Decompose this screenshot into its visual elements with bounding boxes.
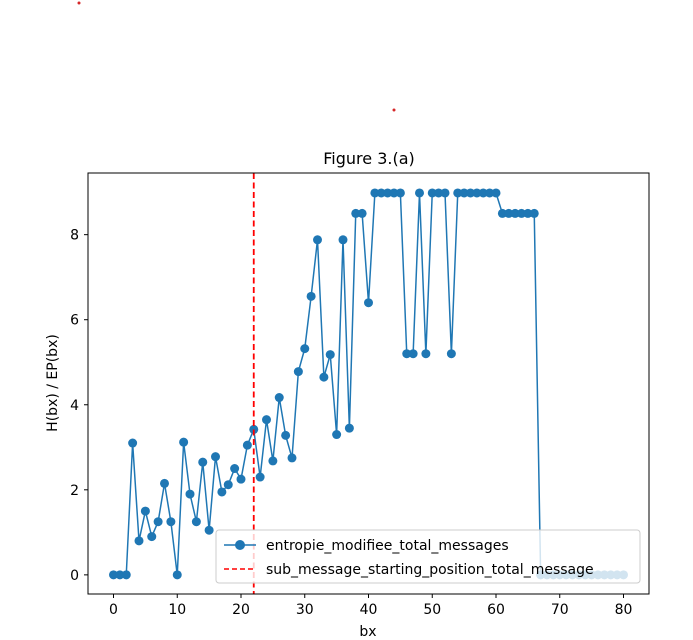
data-point: [504, 208, 514, 218]
y-tick-label: 4: [70, 398, 79, 414]
data-point: [211, 452, 220, 462]
x-tick-label: 20: [232, 602, 250, 618]
y-tick-label: 6: [70, 313, 79, 329]
data-point: [306, 291, 316, 301]
data-point: [153, 517, 163, 527]
data-point: [268, 456, 278, 466]
data-point: [389, 188, 399, 198]
data-point: [517, 208, 526, 218]
data-point: [204, 525, 214, 535]
data-point: [300, 344, 310, 354]
data-point: [230, 464, 240, 474]
data-point: [383, 188, 393, 198]
data-point: [497, 208, 507, 218]
data-point: [115, 570, 125, 580]
data-point: [466, 188, 475, 198]
y-tick-label: 8: [70, 228, 79, 244]
data-point: [325, 350, 335, 360]
data-point: [128, 438, 138, 448]
data-point: [198, 457, 208, 467]
data-point: [281, 430, 291, 440]
data-point: [370, 188, 380, 198]
data-point: [255, 472, 265, 482]
data-point: [523, 208, 533, 218]
data-point: [140, 506, 150, 516]
data-point: [179, 437, 189, 447]
data-point: [121, 570, 131, 580]
data-point: [357, 208, 367, 218]
data-point: [185, 489, 195, 499]
data-point: [172, 570, 182, 580]
stray-dot: [392, 108, 396, 112]
data-point: [262, 415, 271, 425]
x-tick-label: 40: [360, 602, 378, 618]
data-point: [364, 298, 373, 308]
data-point: [453, 188, 463, 198]
data-point: [395, 188, 405, 198]
legend-marker-entropie: [235, 540, 245, 550]
data-point: [421, 349, 431, 359]
data-point: [510, 208, 520, 218]
data-point: [166, 517, 176, 527]
stray-dot: [77, 1, 81, 5]
data-point: [313, 235, 322, 245]
x-tick-label: 80: [615, 602, 633, 618]
data-point: [478, 188, 488, 198]
x-tick-label: 0: [109, 602, 118, 618]
data-point: [249, 424, 259, 434]
y-tick-label: 0: [70, 568, 79, 584]
data-point: [293, 367, 303, 377]
legend-label-entropie: entropie_modifiee_total_messages: [266, 538, 509, 554]
data-point: [415, 188, 424, 198]
x-tick-label: 50: [423, 602, 441, 618]
data-point: [217, 487, 227, 497]
data-point: [236, 474, 246, 484]
data-point: [427, 188, 437, 198]
x-tick-label: 60: [487, 602, 505, 618]
y-tick-label: 2: [70, 483, 79, 499]
data-point: [485, 188, 495, 198]
data-point: [434, 188, 444, 198]
data-point: [491, 188, 501, 198]
data-point: [402, 349, 412, 359]
x-axis-label: bx: [359, 624, 376, 640]
series-line: [113, 192, 624, 576]
data-point: [338, 235, 348, 245]
data-point: [459, 188, 469, 198]
data-point: [319, 372, 329, 382]
legend: entropie_modifiee_total_messages sub_mes…: [215, 529, 641, 584]
data-point: [147, 532, 157, 542]
legend-box: [215, 529, 641, 584]
data-point: [242, 440, 252, 450]
data-point: [109, 570, 118, 580]
data-point: [134, 536, 144, 546]
data-point: [351, 208, 361, 218]
y-axis-label: H(bx) / EP(bx): [45, 334, 61, 432]
legend-label-sub-message: sub_message_starting_position_total_mess…: [266, 562, 594, 578]
data-point: [446, 349, 456, 359]
data-point: [472, 188, 482, 198]
data-point: [440, 188, 450, 198]
chart-title: Figure 3.(a): [323, 149, 415, 168]
data-point: [332, 430, 342, 440]
x-tick-label: 70: [551, 602, 569, 618]
data-point: [274, 393, 284, 403]
x-tick-label: 10: [168, 602, 186, 618]
data-point: [344, 423, 354, 433]
data-point: [376, 188, 386, 198]
data-point: [529, 208, 539, 218]
data-point: [408, 349, 418, 359]
data-point: [223, 480, 233, 490]
data-point: [287, 453, 297, 463]
data-point: [160, 478, 169, 488]
x-tick-label: 30: [296, 602, 314, 618]
data-point: [191, 517, 201, 527]
